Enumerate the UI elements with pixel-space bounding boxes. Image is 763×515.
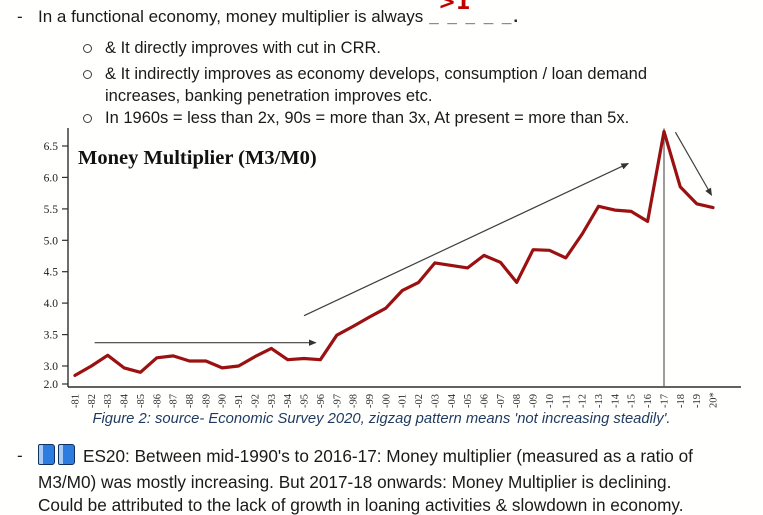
svg-text:-15: -15 [627, 394, 638, 408]
es20-line-3: Could be attributed to the lack of growt… [38, 495, 684, 515]
svg-text:-87: -87 [169, 394, 180, 408]
blank-answer: >1 _ _ _ _ _. [429, 0, 521, 26]
sub-bullet-marker [83, 114, 92, 123]
svg-text:-11: -11 [561, 394, 572, 408]
svg-text:-83: -83 [103, 394, 114, 408]
svg-text:-93: -93 [267, 394, 278, 408]
svg-text:-16: -16 [643, 394, 654, 408]
svg-text:-13: -13 [594, 394, 605, 408]
svg-text:4.5: 4.5 [44, 267, 59, 279]
svg-text:3.5: 3.5 [44, 330, 59, 342]
svg-text:-96: -96 [316, 394, 327, 408]
svg-text:-09: -09 [529, 394, 540, 408]
line1-text: In a functional economy, money multiplie… [38, 7, 424, 26]
svg-text:-06: -06 [480, 394, 491, 408]
svg-text:3.0: 3.0 [44, 361, 59, 373]
svg-text:-92: -92 [251, 394, 262, 408]
svg-text:2.0: 2.0 [44, 379, 59, 391]
svg-text:-10: -10 [545, 394, 556, 408]
blue-book-icon [58, 444, 75, 465]
svg-text:-85: -85 [136, 394, 147, 408]
svg-text:-18: -18 [676, 394, 687, 408]
sub-bullet-crr: & It directly improves with cut in CRR. [105, 39, 381, 57]
es20-line-2: M3/M0) was mostly increasing. But 2017-1… [38, 472, 672, 493]
svg-text:-03: -03 [430, 394, 441, 408]
book-icons [38, 444, 78, 471]
svg-text:-84: -84 [120, 393, 131, 408]
svg-text:-04: -04 [447, 393, 458, 408]
svg-text:-91: -91 [234, 394, 245, 408]
svg-text:6.5: 6.5 [44, 141, 59, 153]
sub-bullet-decades: In 1960s = less than 2x, 90s = more than… [105, 109, 630, 127]
handwritten-answer-gt1: >1 [438, 0, 471, 14]
bullet-dash: - [17, 446, 23, 465]
svg-text:-08: -08 [512, 394, 523, 408]
svg-text:-14: -14 [610, 393, 621, 408]
svg-text:4.0: 4.0 [44, 298, 59, 310]
es20-note: ES20: Between mid-1990's to 2016-17: Mon… [38, 444, 760, 515]
svg-text:-19: -19 [692, 394, 703, 408]
es20-line-1: ES20: Between mid-1990's to 2016-17: Mon… [38, 444, 760, 471]
sub-bullet-marker [83, 70, 92, 79]
svg-text:-99: -99 [365, 394, 376, 408]
svg-text:-94: -94 [283, 393, 294, 408]
svg-text:-05: -05 [463, 394, 474, 408]
svg-text:-81: -81 [71, 394, 82, 408]
svg-text:20*: 20* [709, 392, 720, 408]
sub-bullet-indirect: & It indirectly improves as economy deve… [105, 65, 648, 105]
money-multiplier-chart: 6.56.05.55.04.54.03.53.02.0-81 -82 -83 -84-… [44, 128, 741, 408]
svg-text:-12: -12 [578, 394, 589, 408]
svg-text:-02: -02 [414, 394, 425, 408]
svg-text:5.0: 5.0 [44, 235, 59, 247]
bullet-dash: - [17, 7, 23, 26]
svg-text:-88: -88 [185, 394, 196, 408]
svg-text:-07: -07 [496, 394, 507, 408]
svg-text:-89: -89 [201, 394, 212, 408]
svg-text:5.5: 5.5 [44, 204, 59, 216]
svg-text:-98: -98 [349, 394, 360, 408]
svg-text:-86: -86 [152, 394, 163, 408]
blue-book-icon [38, 444, 55, 465]
svg-text:-00: -00 [381, 394, 392, 408]
sub-bullet-marker [83, 44, 92, 53]
line-money-multiplier-always: In a functional economy, money multiplie… [38, 0, 521, 27]
svg-text:-97: -97 [332, 394, 343, 408]
svg-text:Money Multiplier (M3/M0): Money Multiplier (M3/M0) [78, 147, 317, 169]
blank-underscores: _ _ _ _ _. [429, 7, 521, 26]
es20-line-1-text: ES20: Between mid-1990's to 2016-17: Mon… [83, 446, 693, 466]
svg-text:-17: -17 [660, 394, 671, 408]
svg-text:-90: -90 [218, 394, 229, 408]
svg-text:-95: -95 [300, 394, 311, 408]
svg-text:6.0: 6.0 [44, 172, 59, 184]
figure-caption: Figure 2: source- Economic Survey 2020, … [92, 411, 671, 427]
svg-text:-01: -01 [398, 394, 409, 408]
svg-text:-82: -82 [87, 394, 98, 408]
